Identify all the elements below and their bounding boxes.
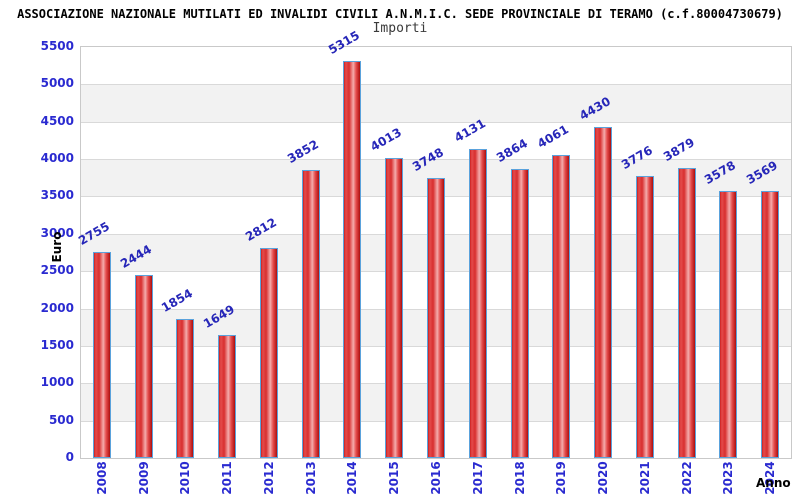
plot-area bbox=[80, 46, 792, 459]
chart-title: ASSOCIAZIONE NAZIONALE MUTILATI ED INVAL… bbox=[17, 7, 783, 21]
bar bbox=[218, 334, 237, 458]
bar bbox=[301, 170, 320, 458]
y-tick-label: 0 bbox=[65, 450, 74, 464]
x-tick-label: 2020 bbox=[596, 461, 611, 495]
y-axis-label: Euro bbox=[50, 231, 64, 263]
x-tick-label: 2010 bbox=[178, 461, 193, 495]
bar bbox=[552, 154, 571, 458]
x-tick-label: 2011 bbox=[220, 461, 235, 495]
gridline bbox=[81, 121, 791, 123]
y-tick-label: 500 bbox=[48, 412, 74, 427]
x-tick-label: 2017 bbox=[470, 461, 485, 495]
gridline bbox=[81, 159, 791, 161]
bar bbox=[510, 169, 529, 458]
y-tick-label: 2500 bbox=[40, 263, 74, 278]
x-tick-label: 2012 bbox=[261, 461, 276, 495]
x-tick-label: 2014 bbox=[345, 461, 360, 495]
y-tick-label: 3500 bbox=[40, 188, 74, 203]
bar bbox=[468, 149, 487, 458]
legend-importi: Importi bbox=[372, 21, 428, 36]
y-tick-label: 1500 bbox=[40, 337, 74, 352]
x-tick-label: 2015 bbox=[387, 461, 402, 495]
bar bbox=[176, 319, 195, 458]
x-tick-label: 2021 bbox=[637, 461, 652, 495]
x-tick-label: 2016 bbox=[429, 461, 443, 495]
x-tick-label: 2018 bbox=[512, 461, 527, 495]
gridline bbox=[81, 84, 791, 86]
x-tick-label: 2023 bbox=[721, 461, 736, 495]
bar bbox=[761, 191, 780, 458]
bar bbox=[635, 175, 654, 458]
x-tick-label: 2019 bbox=[554, 461, 569, 495]
bar bbox=[92, 252, 111, 458]
bar bbox=[594, 126, 613, 458]
bar bbox=[259, 247, 278, 458]
x-tick-label: 2022 bbox=[679, 461, 694, 495]
bar bbox=[677, 168, 696, 458]
grid-band bbox=[81, 121, 791, 160]
bar bbox=[134, 275, 153, 458]
x-tick-label: 2008 bbox=[94, 461, 109, 495]
x-axis-label: Anno bbox=[756, 476, 791, 490]
y-tick-label: 1000 bbox=[40, 375, 74, 390]
x-tick-label: 2013 bbox=[303, 461, 318, 495]
y-tick-label: 2000 bbox=[40, 300, 74, 315]
y-tick-label: 3000 bbox=[40, 225, 74, 240]
bar bbox=[343, 60, 362, 458]
y-tick-label: 5000 bbox=[40, 76, 74, 91]
bar bbox=[427, 177, 445, 458]
y-tick-label: 4500 bbox=[40, 113, 74, 128]
y-tick-label: 5500 bbox=[40, 39, 74, 53]
x-tick-label: 2009 bbox=[136, 461, 151, 495]
grid-band bbox=[81, 47, 791, 85]
grid-band bbox=[81, 84, 791, 122]
bar bbox=[719, 190, 738, 458]
bar bbox=[385, 158, 404, 458]
y-tick-label: 4000 bbox=[40, 151, 74, 166]
